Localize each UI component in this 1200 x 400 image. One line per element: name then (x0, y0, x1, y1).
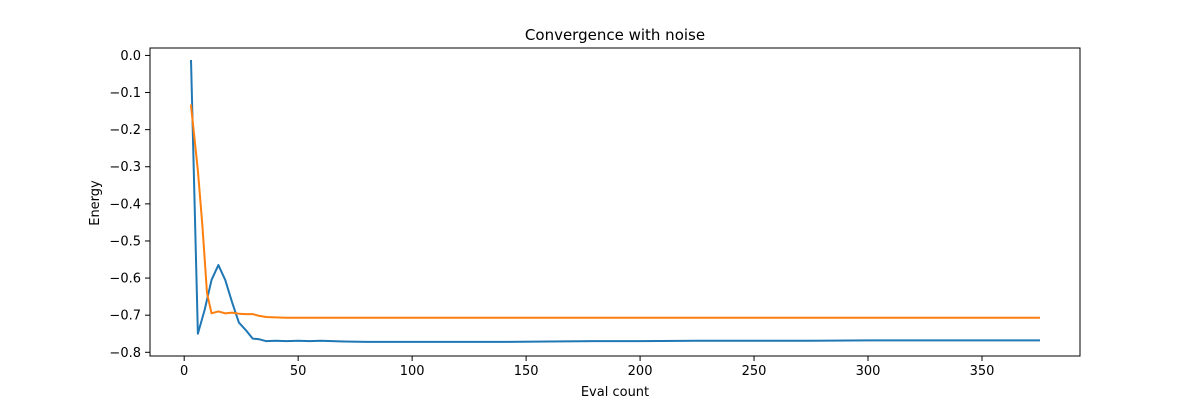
y-axis-label: Energy (88, 180, 103, 226)
x-tick-label: 300 (856, 364, 881, 379)
series-line-1 (189, 104, 1040, 319)
y-tick-label: −0.8 (109, 346, 141, 361)
x-tick-label: 100 (400, 364, 425, 379)
y-tick-label: −0.2 (109, 123, 141, 138)
y-tick-label: −0.5 (109, 234, 141, 249)
y-tick-label: −0.1 (109, 86, 141, 101)
x-tick-label: 350 (970, 364, 995, 379)
y-tick-label: −0.7 (109, 309, 141, 324)
x-tick-label: 200 (628, 364, 653, 379)
y-tick-label: −0.6 (109, 272, 141, 287)
y-tick-label: 0.0 (120, 49, 141, 64)
series-line-0 (190, 59, 1040, 343)
x-tick-label: 50 (290, 364, 307, 379)
x-tick-label: 250 (742, 364, 767, 379)
y-tick-label: −0.3 (109, 160, 141, 175)
x-tick-label: 150 (514, 364, 539, 379)
plot-area: 0 50 100 150 200 250 300 350 0.0 −0.1 −0.2 −0.3 −0.4… (109, 47, 1081, 379)
axes-frame (149, 47, 1081, 357)
y-tick-label: −0.4 (109, 197, 141, 212)
chart-title: Convergence with noise (525, 26, 705, 44)
x-tick-label: 0 (180, 364, 188, 379)
x-axis-label: Eval count (581, 385, 649, 400)
